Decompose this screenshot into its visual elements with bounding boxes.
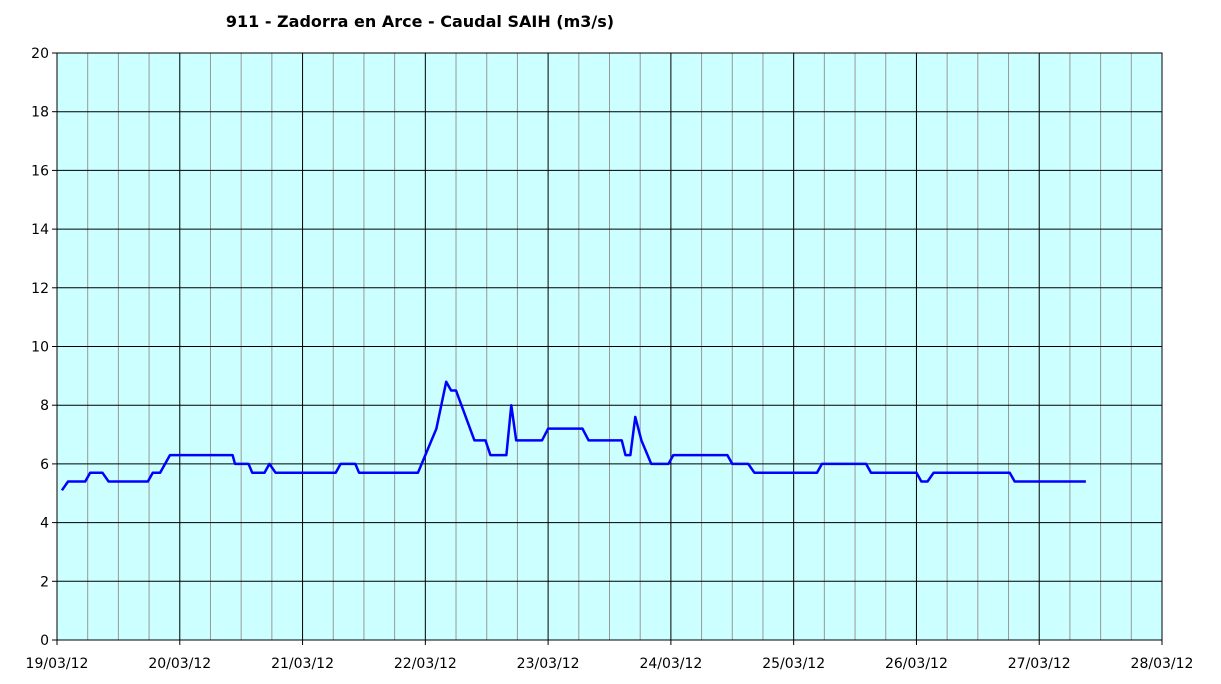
y-tick-label: 8 [40, 398, 49, 414]
y-tick-label: 4 [40, 516, 49, 532]
x-tick-label: 22/03/12 [394, 656, 457, 672]
x-tick-label: 23/03/12 [517, 656, 580, 672]
y-tick-label: 16 [31, 163, 49, 179]
x-tick-label: 27/03/12 [1008, 656, 1071, 672]
x-tick-label: 19/03/12 [26, 656, 89, 672]
y-tick-label: 18 [31, 105, 49, 121]
y-tick-label: 14 [31, 222, 49, 238]
data-line [60, 380, 1086, 492]
y-tick-label: 10 [31, 340, 49, 356]
y-tick-label: 6 [40, 457, 49, 473]
x-tick-label: 26/03/12 [885, 656, 948, 672]
chart-title: 911 - Zadorra en Arce - Caudal SAIH (m3/… [226, 12, 614, 31]
x-tick-label: 28/03/12 [1131, 656, 1194, 672]
x-tick-label: 24/03/12 [639, 656, 702, 672]
x-tick-label: 20/03/12 [148, 656, 211, 672]
y-tick-label: 12 [31, 281, 49, 297]
x-tick-label: 21/03/12 [271, 656, 334, 672]
y-tick-label: 20 [31, 46, 49, 62]
x-tick-label: 25/03/12 [762, 656, 825, 672]
y-tick-label: 2 [40, 574, 49, 590]
y-tick-label: 0 [40, 633, 49, 649]
